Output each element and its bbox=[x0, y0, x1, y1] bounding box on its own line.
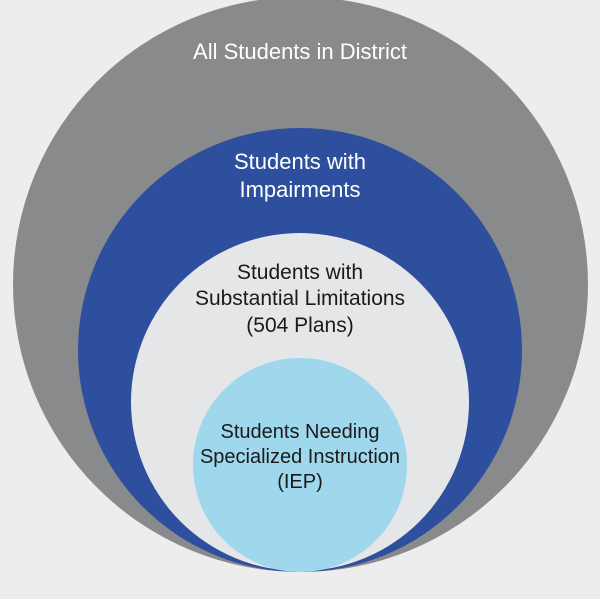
label-iep: Students Needing Specialized Instruction… bbox=[200, 420, 400, 495]
label-impairments: Students with Impairments bbox=[234, 148, 366, 203]
nested-circle-diagram: All Students in District Students with Im… bbox=[0, 0, 600, 599]
label-504-plans: Students with Substantial Limitations (5… bbox=[195, 260, 405, 339]
label-all-students: All Students in District bbox=[193, 38, 407, 66]
